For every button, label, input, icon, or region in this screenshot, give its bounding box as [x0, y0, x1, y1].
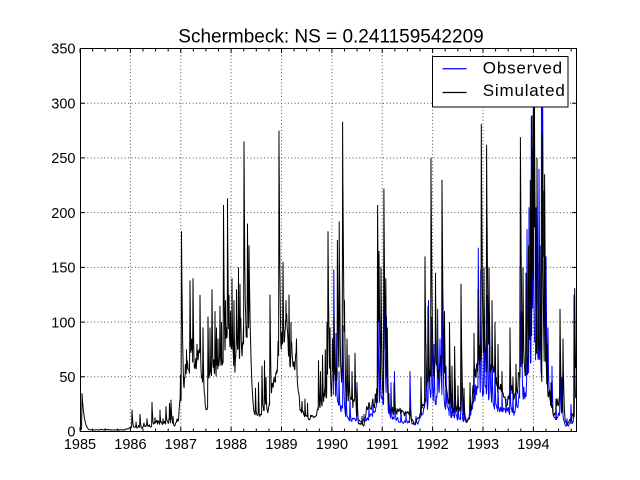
svg-text:1990: 1990 — [316, 437, 348, 453]
svg-text:250: 250 — [51, 151, 75, 167]
svg-text:1986: 1986 — [114, 437, 146, 453]
svg-text:1988: 1988 — [215, 437, 247, 453]
svg-text:1987: 1987 — [165, 437, 197, 453]
svg-text:1991: 1991 — [366, 437, 398, 453]
svg-text:Observed: Observed — [483, 58, 563, 77]
svg-text:1985: 1985 — [64, 437, 96, 453]
svg-text:0: 0 — [67, 425, 75, 441]
svg-text:Simulated: Simulated — [483, 81, 566, 100]
svg-text:200: 200 — [51, 206, 75, 222]
svg-text:1993: 1993 — [467, 437, 499, 453]
svg-text:50: 50 — [59, 370, 75, 386]
svg-text:1994: 1994 — [517, 437, 549, 453]
svg-text:1989: 1989 — [265, 437, 297, 453]
svg-text:100: 100 — [51, 315, 75, 331]
svg-text:350: 350 — [51, 42, 75, 58]
svg-text:1992: 1992 — [416, 437, 448, 453]
svg-text:Schermbeck: NS = 0.24115954220: Schermbeck: NS = 0.241159542209 — [178, 27, 483, 48]
svg-text:150: 150 — [51, 261, 75, 277]
svg-text:300: 300 — [51, 96, 75, 112]
